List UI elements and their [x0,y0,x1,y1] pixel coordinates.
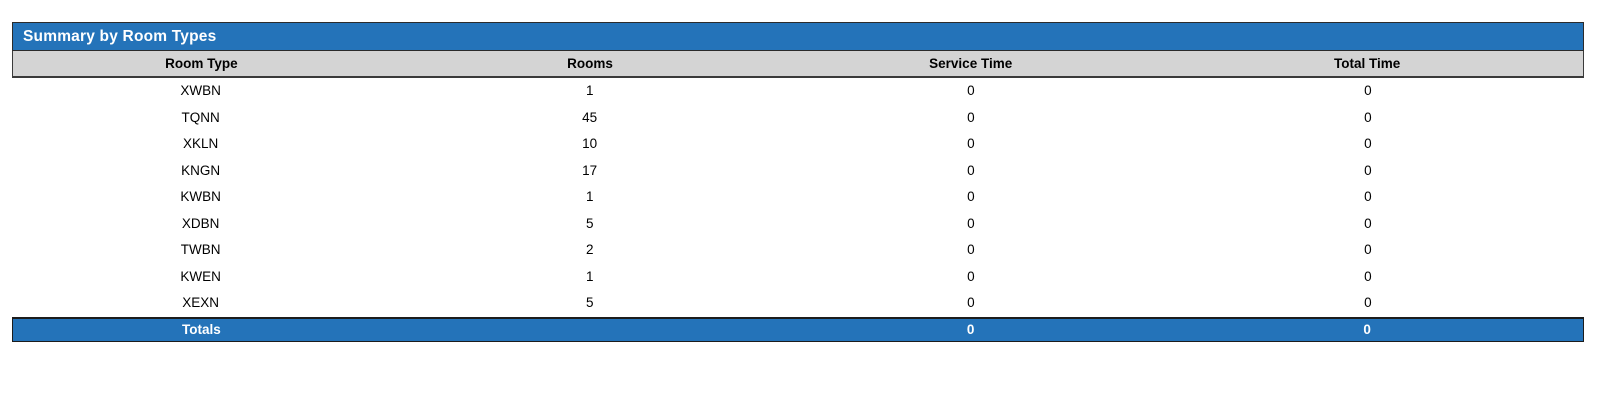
table-row: XEXN 5 0 0 [12,290,1584,317]
totals-total-time-cell: 0 [1363,321,1371,337]
rooms-cell: 2 [585,242,594,257]
total-time-cell: 0 [1364,242,1372,257]
totals-row: Totals 0 0 [12,316,1584,342]
rooms-cell: 17 [582,162,598,178]
totals-label: Totals [182,321,221,337]
service-time-cell: 0 [967,162,975,178]
service-time-cell: 0 [967,109,975,125]
table-row: XKLN 10 0 0 [12,131,1584,158]
table-row: KWBN 1 0 0 [12,184,1584,211]
column-header-total-time: Total Time [1333,56,1401,71]
room-type-cell: KWEN [180,268,221,284]
room-types-summary-report: Summary by Room Types Room Type Rooms Se… [12,22,1584,342]
totals-service-time-cell: 0 [966,321,975,337]
rooms-cell: 1 [585,268,594,284]
service-time-cell: 0 [967,136,975,151]
column-header-room-type: Room Type [165,56,238,71]
service-time-cell: 0 [967,83,975,98]
service-time-cell: 0 [967,189,975,204]
total-time-cell: 0 [1364,136,1372,151]
total-time-cell: 0 [1364,268,1372,284]
total-time-cell: 0 [1364,162,1372,178]
table-row: XDBN 5 0 0 [12,210,1584,237]
table-row: XWBN 1 0 0 [12,78,1584,105]
report-title: Summary by Room Types [23,28,217,45]
rooms-cell: 1 [585,83,594,98]
table-row: TQNN 45 0 0 [12,104,1584,131]
room-type-cell: XDBN [181,215,220,231]
room-type-cell: KNGN [181,162,221,178]
total-time-cell: 0 [1364,295,1372,310]
table-row: TWBN 2 0 0 [12,237,1584,264]
room-type-cell: XWBN [180,83,221,98]
column-header-rooms: Rooms [567,56,613,71]
rooms-cell: 1 [585,189,594,204]
total-time-cell: 0 [1364,215,1372,231]
service-time-cell: 0 [967,215,975,231]
table-row: KNGN 17 0 0 [12,157,1584,184]
rooms-cell: 10 [582,136,598,151]
report-title-bar: Summary by Room Types [12,22,1584,51]
rooms-cell: 5 [585,295,594,310]
table-row: KWEN 1 0 0 [12,263,1584,290]
total-time-cell: 0 [1364,189,1372,204]
room-type-cell: XEXN [182,295,220,310]
rooms-cell: 45 [582,109,598,125]
service-time-cell: 0 [967,268,975,284]
total-time-cell: 0 [1364,83,1372,98]
room-type-cell: KWBN [180,189,221,204]
room-type-cell: XKLN [182,136,219,151]
totals-rooms-cell [390,319,790,341]
room-type-cell: TQNN [181,109,220,125]
service-time-cell: 0 [967,295,975,310]
total-time-cell: 0 [1364,109,1372,125]
service-time-cell: 0 [967,242,975,257]
room-type-cell: TWBN [180,242,221,257]
rooms-cell: 5 [585,215,594,231]
column-header-row: Room Type Rooms Service Time Total Time [12,51,1584,78]
column-header-service-time: Service Time [929,56,1013,71]
